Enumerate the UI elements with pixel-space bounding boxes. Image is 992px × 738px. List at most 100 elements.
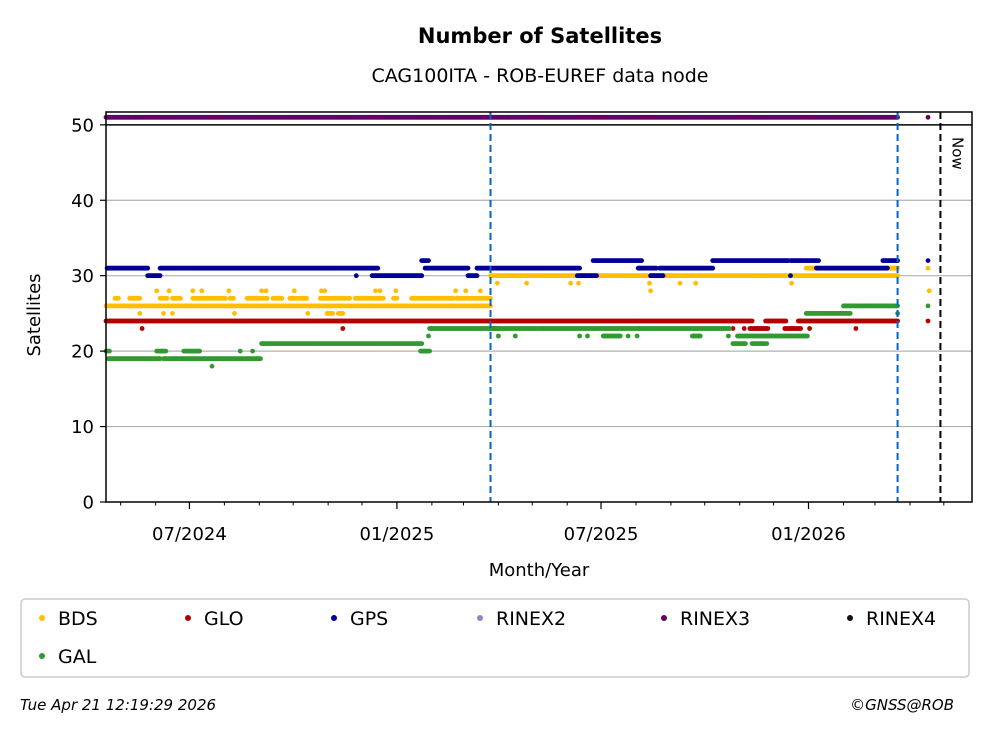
data-point-glo <box>749 318 755 324</box>
chart-subtitle: CAG100ITA - ROB-EUREF data node <box>372 65 709 87</box>
legend-marker-icon <box>185 615 191 621</box>
legend-marker-icon <box>39 653 45 659</box>
legend-label: GPS <box>350 608 388 630</box>
data-point-gal <box>764 341 770 346</box>
data-point-bds <box>693 280 699 286</box>
data-point-bds <box>137 295 143 301</box>
data-point-gal <box>157 356 163 362</box>
data-point-gal <box>925 303 931 309</box>
data-point-bds <box>648 288 653 294</box>
data-point-gps <box>145 265 151 271</box>
data-point-gal <box>743 341 748 346</box>
y-tick-label: 30 <box>71 266 94 287</box>
data-point-gal <box>634 333 640 339</box>
data-point-bds <box>259 288 264 294</box>
data-point-bds <box>377 288 383 294</box>
data-point-gal <box>617 333 623 339</box>
legend-item-gps: GPS <box>331 608 388 630</box>
legend-marker-icon <box>661 615 667 621</box>
data-point-gal <box>419 341 425 346</box>
data-point-bds <box>450 295 456 301</box>
data-point-gps <box>788 273 793 279</box>
legend-item-bds: BDS <box>39 608 98 630</box>
data-point-gps <box>653 265 659 271</box>
data-point-glo <box>853 326 859 331</box>
data-point-gal <box>512 333 518 339</box>
data-point-gal <box>427 348 432 354</box>
legend-label: RINEX2 <box>496 608 566 630</box>
data-point-bds <box>568 280 573 286</box>
data-point-bds <box>677 280 683 286</box>
footer-copyright: ©GNSS@ROB <box>850 696 954 714</box>
data-point-glo <box>798 326 803 331</box>
data-point-gal <box>426 333 431 339</box>
legend-marker-icon <box>477 615 483 621</box>
plot-frame <box>105 111 973 503</box>
data-point-bds <box>199 288 205 294</box>
data-point-bds <box>279 295 285 301</box>
footer-timestamp: Tue Apr 21 12:19:29 2026 <box>20 696 216 714</box>
data-point-glo <box>741 326 747 331</box>
data-point-bds <box>305 311 311 316</box>
data-point-bds <box>319 288 324 294</box>
data-point-glo <box>730 326 736 331</box>
data-point-gps <box>375 265 381 271</box>
data-point-gal <box>258 356 263 362</box>
data-point-gal <box>107 348 112 354</box>
data-points <box>103 114 932 369</box>
legend-label: RINEX3 <box>680 608 750 630</box>
data-point-gal <box>805 333 810 339</box>
data-point-bds <box>647 280 652 286</box>
data-point-bds <box>576 280 581 286</box>
legend-label: GAL <box>58 646 97 668</box>
data-point-bds <box>453 288 458 294</box>
data-point-gps <box>353 273 359 279</box>
data-point-bds <box>524 280 529 286</box>
data-point-gps <box>419 273 425 279</box>
data-point-bds <box>322 288 328 294</box>
series-rinex3 <box>103 114 931 120</box>
x-axis: 07/2024 01/2025 07/2025 01/2026 <box>120 502 945 545</box>
data-point-glo <box>139 326 145 331</box>
data-point-bds <box>190 288 196 294</box>
y-tick-label: 20 <box>71 342 94 363</box>
y-tick-label: 10 <box>71 417 94 438</box>
data-point-bds <box>789 280 794 286</box>
data-point-gps <box>465 265 471 271</box>
data-point-bds <box>494 280 500 286</box>
data-point-gps <box>660 273 666 279</box>
chart-title: Number of Satellites <box>418 24 662 48</box>
data-point-gal <box>726 333 731 339</box>
data-point-bds <box>264 295 270 301</box>
series-glo <box>103 318 931 331</box>
data-point-bds <box>478 288 483 294</box>
data-point-bds <box>381 295 386 301</box>
data-point-gps <box>594 273 599 279</box>
data-point-bds <box>137 311 143 316</box>
x-tick-label: 01/2025 <box>360 524 435 545</box>
data-point-gal <box>577 333 582 339</box>
data-point-bds <box>154 288 160 294</box>
data-point-gal <box>847 311 853 316</box>
y-axis-label: Satellites <box>24 273 45 356</box>
legend-item-rinex3: RINEX3 <box>661 608 750 630</box>
data-point-bds <box>263 288 269 294</box>
data-point-bds <box>895 273 900 279</box>
data-point-gal <box>625 333 631 339</box>
data-point-bds <box>231 295 236 301</box>
y-axis: 0 10 20 30 40 50 <box>71 115 106 514</box>
data-point-bds <box>223 295 228 301</box>
data-point-gps <box>885 265 890 271</box>
data-point-bds <box>161 311 166 316</box>
x-tick-label: 01/2026 <box>771 524 846 545</box>
legend-label: RINEX4 <box>866 608 936 630</box>
data-point-gal <box>585 333 590 339</box>
legend-marker-icon <box>331 615 337 621</box>
x-tick-label: 07/2025 <box>564 524 639 545</box>
legend-box <box>20 598 970 678</box>
data-point-glo <box>340 326 346 331</box>
legend-item-rinex4: RINEX4 <box>847 608 936 630</box>
data-point-bds <box>925 265 931 271</box>
data-point-bds <box>226 288 232 294</box>
data-point-bds <box>304 295 310 301</box>
